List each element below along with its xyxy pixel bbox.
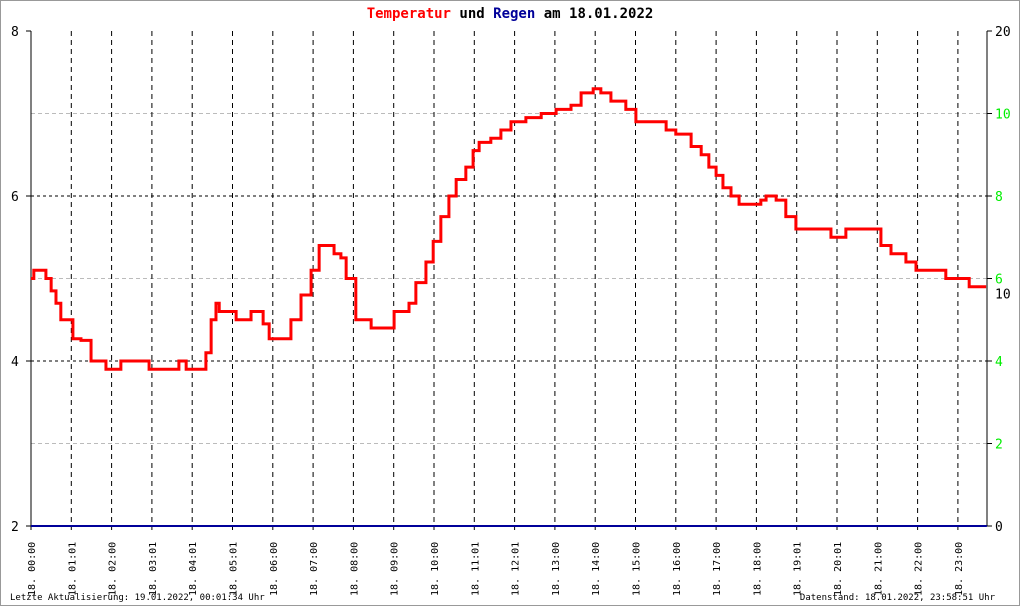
- x-tick-label: 18. 11:01: [470, 542, 481, 596]
- y-right-rain-label: 20: [995, 25, 1011, 40]
- x-tick-label: 18. 13:00: [551, 542, 562, 596]
- y-right-rain-label: 0: [995, 520, 1003, 535]
- y-right-green-label: 6: [995, 273, 1003, 288]
- x-tick-label: 18. 05:01: [229, 542, 240, 596]
- data-timestamp: Datenstand: 18.01.2022, 23:58:51 Uhr: [799, 593, 995, 603]
- x-tick-label: 18. 19:01: [793, 542, 804, 596]
- y-left-tick-label: 2: [11, 520, 19, 535]
- title-rain: Regen: [493, 6, 536, 22]
- x-tick-label: 18. 03:01: [148, 542, 159, 596]
- x-tick-label: 18. 08:00: [349, 542, 360, 596]
- y-left-tick-label: 8: [11, 25, 19, 40]
- y-right-green-label: 2: [995, 438, 1003, 453]
- x-tick-label: 18. 16:00: [672, 542, 683, 596]
- x-tick-label: 18. 00:00: [27, 542, 38, 596]
- x-tick-label: 18. 15:00: [632, 542, 643, 596]
- y-right-green-label: 4: [995, 355, 1003, 370]
- x-tick-label: 18. 02:00: [108, 542, 119, 596]
- x-tick-label: 18. 06:00: [269, 542, 280, 596]
- x-tick-label: 18. 01:01: [67, 542, 78, 596]
- last-update: Letzte Aktualisierung: 19.01.2022, 00:01…: [10, 593, 265, 603]
- title-und: und: [450, 6, 494, 22]
- y-right-green-label: 8: [995, 190, 1003, 205]
- y-left-tick-label: 6: [11, 190, 19, 205]
- x-tick-label: 18. 23:00: [954, 542, 965, 596]
- y-right-rain-label: 10: [995, 288, 1011, 303]
- x-tick-label: 18. 20:01: [833, 542, 844, 596]
- x-tick-label: 18. 09:00: [390, 542, 401, 596]
- title-date: am 18.01.2022: [535, 6, 654, 22]
- x-tick-label: 18. 10:00: [430, 542, 441, 596]
- x-tick-label: 18. 22:00: [914, 542, 925, 596]
- series-temperature: [31, 87, 987, 371]
- title-temperature: Temperatur: [366, 6, 451, 22]
- x-tick-label: 18. 17:00: [712, 542, 723, 596]
- x-tick-label: 18. 04:01: [188, 542, 199, 596]
- x-tick-label: 18. 12:01: [511, 542, 522, 596]
- x-tick-label: 18. 14:00: [591, 542, 602, 596]
- x-tick-label: 18. 07:00: [309, 542, 320, 596]
- x-tick-label: 18. 18:00: [752, 542, 763, 596]
- x-tick-label: 18. 21:00: [873, 542, 884, 596]
- chart-title: Temperatur und Regen am 18.01.2022: [1, 6, 1019, 22]
- y-right-green-label: 10: [995, 108, 1011, 123]
- y-left-tick-label: 4: [11, 355, 19, 370]
